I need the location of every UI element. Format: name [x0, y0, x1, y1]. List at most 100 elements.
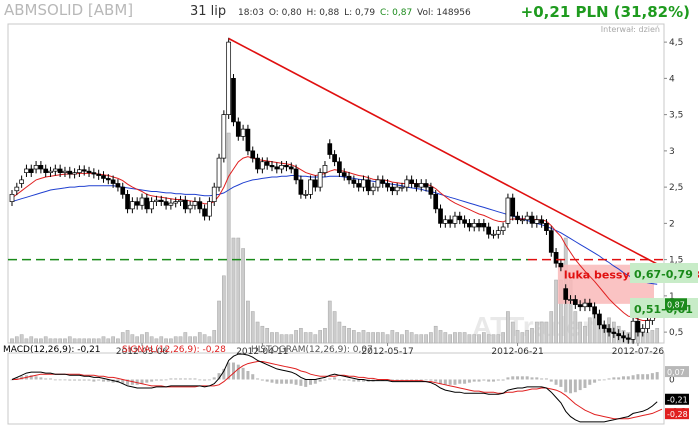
volume-bar: [202, 334, 207, 344]
candle-body: [433, 194, 439, 210]
candle-body: [500, 226, 506, 231]
candle-body: [62, 170, 68, 173]
candle-body: [9, 194, 15, 202]
histogram-bar: [564, 379, 568, 393]
volume-bar: [106, 338, 111, 344]
histogram-bar: [63, 379, 67, 381]
volume-bar: [265, 328, 270, 344]
candle-body: [553, 252, 559, 264]
histogram-bar: [328, 378, 332, 380]
histogram-bar: [299, 379, 303, 386]
candle-body: [24, 168, 29, 173]
volume-bar: [236, 237, 241, 344]
time-value: 18:03: [238, 8, 264, 18]
histogram-bar: [77, 379, 81, 381]
histogram-bar: [15, 377, 19, 380]
candle-body: [390, 186, 395, 192]
candle-body: [72, 172, 77, 175]
date-axis-label: 2012-03-06: [116, 347, 169, 357]
histogram-bar: [395, 379, 399, 381]
candle-body: [471, 223, 477, 228]
candle-body: [197, 201, 203, 210]
candle-body: [630, 320, 636, 340]
candle-body: [144, 197, 150, 210]
candle-body: [462, 219, 467, 224]
candle-body: [293, 168, 299, 181]
volume-bar: [467, 334, 472, 344]
candle-body: [48, 170, 53, 173]
candle-body: [510, 197, 516, 217]
volume-bar: [10, 338, 14, 344]
candle-body: [428, 186, 434, 195]
histogram-bar: [631, 375, 635, 380]
volume-bar: [289, 334, 294, 344]
histogram-bar: [82, 379, 86, 381]
histogram-bar: [516, 376, 520, 380]
histogram-bar: [405, 379, 409, 381]
candle-body: [178, 199, 183, 202]
volume-bar: [583, 325, 587, 344]
histogram-bar: [270, 379, 274, 383]
symbol-title: ABMSOLID [ABM]: [4, 1, 134, 19]
histogram-bar: [342, 379, 346, 381]
volume-bar: [63, 338, 67, 344]
candle-body: [621, 335, 626, 339]
volume-bar: [159, 336, 164, 344]
histogram-bar: [140, 379, 144, 384]
histogram-bar: [607, 378, 611, 380]
volume-bar: [424, 334, 428, 344]
candle-body: [43, 168, 49, 173]
volume-bar: [303, 332, 308, 344]
histogram-bar: [193, 378, 197, 380]
histogram-bar: [588, 379, 592, 385]
volume-bar: [308, 332, 313, 344]
open-value: O: 0,80: [268, 8, 302, 18]
candle-body: [67, 170, 73, 175]
date-axis-label: 2012-06-21: [491, 347, 543, 357]
candle-body: [481, 223, 487, 228]
histogram-bar: [390, 379, 394, 381]
price-axis-label: 2: [669, 219, 675, 229]
volume-bar: [178, 336, 183, 344]
volume-bar: [472, 334, 477, 344]
volume-bar: [587, 317, 592, 344]
candle-body: [563, 288, 569, 300]
histogram-bar: [130, 379, 134, 385]
volume-bar: [356, 332, 361, 344]
candle-body: [568, 299, 573, 301]
volume-bar: [337, 321, 342, 344]
volume-bar: [19, 334, 24, 344]
volume-bar: [486, 334, 491, 344]
candle-body: [592, 306, 597, 315]
candle-body: [337, 161, 342, 173]
candle-body: [346, 175, 352, 181]
volume-bar: [48, 338, 53, 344]
candle-body: [77, 169, 82, 173]
histogram-bar: [429, 379, 433, 381]
volume-bar: [260, 325, 265, 344]
histogram-bar: [227, 362, 231, 380]
volume-bar: [193, 336, 197, 344]
volume-bar: [96, 338, 101, 344]
volume-bar: [207, 336, 212, 344]
candle-body: [33, 165, 39, 170]
volume-bar: [212, 330, 217, 344]
volume-bar: [400, 334, 404, 344]
histogram-bar: [453, 379, 457, 385]
histogram-bar: [87, 379, 91, 381]
price-change: +0,21 PLN (31,82%): [520, 3, 690, 21]
histogram-bar: [357, 379, 361, 382]
candle-body: [495, 230, 501, 235]
candle-body: [105, 178, 111, 181]
histogram-bar: [482, 379, 486, 381]
histogram-bar: [68, 379, 72, 381]
histogram-bar: [188, 378, 192, 380]
histogram-bar: [593, 379, 597, 383]
volume-bar: [366, 332, 371, 344]
volume-bar: [29, 336, 34, 344]
histogram-bar: [655, 372, 659, 380]
volume-bar: [87, 338, 91, 344]
candle-body: [520, 219, 525, 222]
volume-bar: [462, 332, 467, 344]
volume-bar: [380, 332, 385, 344]
